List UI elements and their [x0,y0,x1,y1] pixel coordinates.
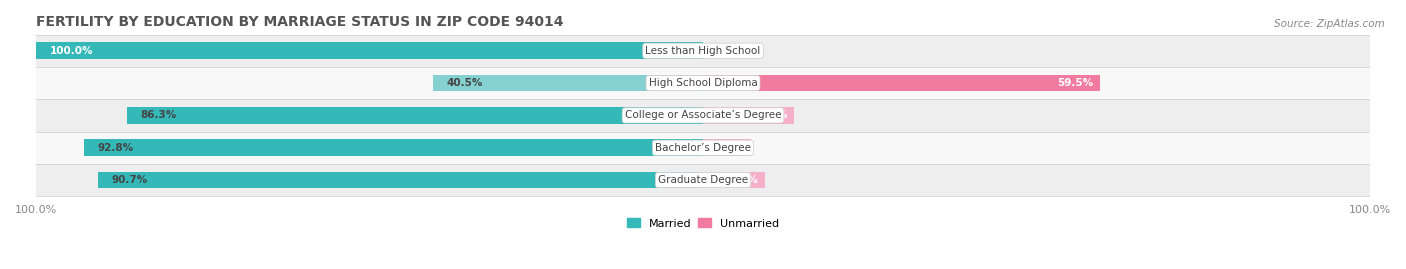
Bar [37,164,1369,196]
Text: High School Diploma: High School Diploma [648,78,758,88]
Bar [37,132,1369,164]
Text: FERTILITY BY EDUCATION BY MARRIAGE STATUS IN ZIP CODE 94014: FERTILITY BY EDUCATION BY MARRIAGE STATU… [37,15,564,29]
Bar [37,67,1369,99]
Text: 13.7%: 13.7% [751,110,787,121]
Bar [703,172,765,189]
Text: 7.2%: 7.2% [716,143,744,153]
Text: 59.5%: 59.5% [1057,78,1092,88]
Text: Source: ZipAtlas.com: Source: ZipAtlas.com [1274,19,1385,29]
Text: Bachelor’s Degree: Bachelor’s Degree [655,143,751,153]
Text: 40.5%: 40.5% [446,78,482,88]
Bar [37,42,703,59]
Text: 100.0%: 100.0% [49,46,93,56]
Bar [703,75,1099,91]
Text: College or Associate’s Degree: College or Associate’s Degree [624,110,782,121]
Bar [98,172,703,189]
Text: 86.3%: 86.3% [141,110,177,121]
Legend: Married, Unmarried: Married, Unmarried [627,218,779,229]
Bar [37,34,1369,67]
Text: Graduate Degree: Graduate Degree [658,175,748,185]
Bar [703,107,794,124]
Text: 92.8%: 92.8% [97,143,134,153]
Bar [84,139,703,156]
Bar [128,107,703,124]
Text: 0.0%: 0.0% [710,46,738,56]
Text: Less than High School: Less than High School [645,46,761,56]
Bar [703,139,751,156]
Bar [433,75,703,91]
Text: 90.7%: 90.7% [111,175,148,185]
Bar [37,99,1369,132]
Text: 9.3%: 9.3% [730,175,758,185]
